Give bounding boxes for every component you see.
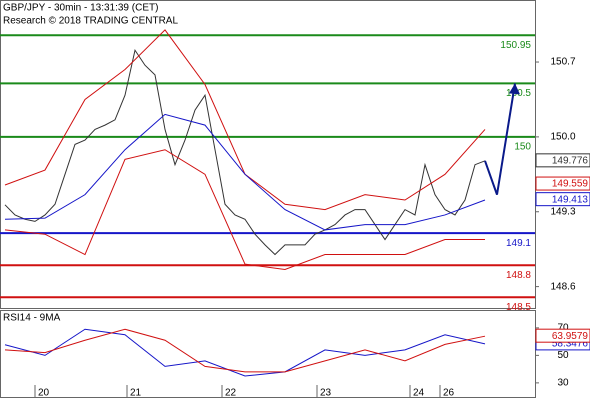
level-label: 148.5	[506, 302, 531, 313]
price-label: 149.413	[552, 194, 589, 205]
x-tick-label: 24	[413, 388, 425, 399]
level-label: 150.95	[500, 40, 531, 51]
series-line	[484, 83, 516, 195]
value-label: 58.3476	[552, 339, 589, 350]
chart-title: GBP/JPY - 30min - 13:31:39 (CET)	[3, 3, 158, 14]
series-line	[4, 29, 486, 211]
x-tick-label: 20	[38, 388, 50, 399]
series-line	[4, 328, 486, 377]
price-box	[535, 153, 590, 168]
y-tick-label: 30	[557, 378, 569, 389]
price-box	[535, 176, 590, 191]
y-tick-label: 150.0	[550, 132, 575, 143]
y-tick-label: 148.6	[550, 281, 575, 292]
y-tick-label: 70	[557, 323, 569, 334]
value-box	[535, 328, 590, 343]
y-tick-label: 50	[557, 350, 569, 361]
level-label: 148.8	[506, 270, 531, 281]
level-label: 150	[514, 142, 531, 153]
y-tick-label: 150.7	[550, 57, 575, 68]
price-box	[535, 192, 590, 207]
y-tick-label: 149.3	[550, 206, 575, 217]
price-label: 149.776	[552, 155, 589, 166]
price-label: 149.559	[552, 179, 589, 190]
panel-frame	[0, 310, 536, 398]
x-tick-label: 22	[225, 388, 237, 399]
forecast-arrowhead	[509, 83, 520, 95]
x-tick-label: 26	[443, 388, 455, 399]
x-tick-label: 21	[130, 388, 142, 399]
chart-subtitle: Research © 2018 TRADING CENTRAL	[3, 16, 178, 27]
series-line	[4, 328, 486, 373]
series-line	[4, 49, 486, 256]
x-tick-label: 23	[320, 388, 332, 399]
value-label: 63.9579	[552, 331, 589, 342]
series-line	[4, 113, 486, 231]
level-label: 149.1	[506, 238, 531, 249]
panel-frame	[0, 0, 536, 309]
series-line	[4, 149, 485, 271]
rsi-title: RSI14 - 9MA	[3, 313, 61, 324]
